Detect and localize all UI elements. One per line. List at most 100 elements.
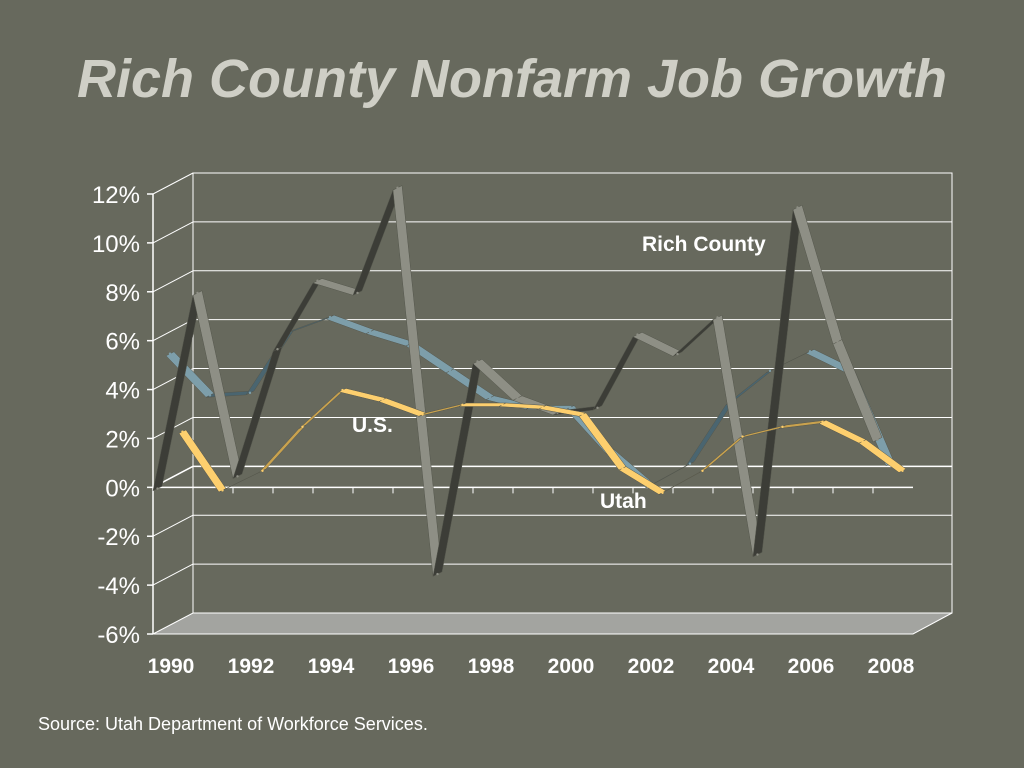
series-u-s- bbox=[178, 388, 907, 495]
series-segment bbox=[258, 424, 307, 473]
x-axis-labels: 1990 1992 1994 1996 1998 2000 2002 2004 2006 2008 bbox=[148, 655, 915, 678]
data-point bbox=[236, 475, 239, 478]
data-point bbox=[261, 469, 264, 472]
chart-title: Rich County Nonfarm Job Growth bbox=[77, 49, 947, 109]
data-point bbox=[741, 435, 744, 438]
floor bbox=[152, 612, 953, 635]
data-point bbox=[568, 406, 572, 409]
series-segment bbox=[658, 468, 707, 495]
gridline-side bbox=[152, 221, 194, 244]
series-segment bbox=[298, 388, 347, 429]
data-point bbox=[541, 406, 544, 409]
y-tick-label: 8% bbox=[105, 280, 140, 307]
data-point bbox=[688, 462, 692, 465]
data-point bbox=[621, 467, 624, 470]
y-tick-label: -2% bbox=[97, 524, 140, 551]
series-segment bbox=[432, 358, 483, 577]
data-point bbox=[448, 369, 452, 373]
x-tick-label: 2002 bbox=[628, 655, 675, 678]
series-segment bbox=[632, 331, 683, 357]
y-tick-label: 4% bbox=[105, 378, 140, 405]
series-segment bbox=[738, 424, 787, 439]
data-point bbox=[716, 316, 719, 319]
data-point bbox=[221, 489, 224, 492]
x-tick-label: 1998 bbox=[468, 655, 515, 678]
data-point bbox=[421, 413, 424, 416]
data-point bbox=[381, 398, 384, 402]
x-tick-label: 2008 bbox=[868, 655, 915, 678]
data-point bbox=[861, 440, 864, 443]
back-wall bbox=[192, 172, 953, 614]
x-tick-label: 2006 bbox=[788, 655, 835, 678]
y-tick-label: -6% bbox=[97, 622, 140, 649]
data-point bbox=[581, 413, 584, 416]
source-note: Source: Utah Department of Workforce Ser… bbox=[38, 714, 428, 734]
series-segment bbox=[858, 439, 907, 473]
series-segment bbox=[325, 314, 375, 335]
data-point bbox=[516, 396, 519, 400]
gridline-side bbox=[152, 563, 194, 586]
grid-lines bbox=[147, 172, 953, 635]
series-rich-county bbox=[152, 185, 883, 577]
data-point bbox=[436, 572, 439, 576]
data-point bbox=[181, 430, 184, 433]
data-point bbox=[501, 403, 504, 406]
series-segment bbox=[752, 204, 803, 558]
gridline-side bbox=[152, 514, 194, 537]
data-point bbox=[821, 420, 824, 424]
series-segment bbox=[592, 331, 643, 411]
y-tick-label: -4% bbox=[97, 573, 140, 600]
data-point bbox=[396, 186, 399, 190]
x-tick-label: 1994 bbox=[308, 655, 355, 678]
x-tick-label: 1992 bbox=[228, 655, 275, 678]
series-segment bbox=[178, 429, 227, 493]
y-tick-label: 6% bbox=[105, 329, 140, 356]
series-segment bbox=[338, 388, 387, 402]
series-segment bbox=[792, 204, 843, 345]
series-segment bbox=[818, 419, 867, 444]
y-tick-label: 2% bbox=[105, 426, 140, 453]
data-point bbox=[661, 491, 664, 494]
data-point bbox=[876, 438, 879, 441]
data-point bbox=[316, 279, 319, 282]
x-tick-label: 2004 bbox=[708, 655, 755, 678]
gridline-side bbox=[152, 270, 194, 293]
series-label: Rich County bbox=[642, 233, 766, 256]
series-label: U.S. bbox=[352, 414, 393, 437]
y-tick-label: 0% bbox=[105, 475, 140, 502]
y-tick-label: 10% bbox=[92, 231, 140, 258]
y-tick-label: 12% bbox=[92, 182, 140, 209]
series-segment bbox=[832, 339, 883, 443]
data-point bbox=[368, 330, 372, 333]
series-segment bbox=[272, 277, 323, 353]
data-point bbox=[341, 388, 344, 392]
data-point bbox=[808, 350, 812, 353]
series-segment bbox=[778, 419, 827, 429]
data-point bbox=[596, 406, 599, 410]
series-segment bbox=[578, 412, 627, 471]
data-point bbox=[701, 469, 704, 472]
series-segment bbox=[685, 400, 735, 467]
x-tick-label: 1990 bbox=[148, 655, 195, 678]
data-point bbox=[168, 352, 172, 355]
data-point bbox=[781, 425, 784, 428]
data-point bbox=[488, 396, 492, 399]
gridline-side bbox=[152, 172, 194, 195]
x-tick-label: 1996 bbox=[388, 655, 435, 678]
data-point bbox=[768, 369, 772, 373]
data-point bbox=[756, 553, 759, 556]
data-point bbox=[208, 394, 212, 397]
series-segment bbox=[365, 329, 415, 347]
data-point bbox=[328, 315, 332, 319]
gridline-side bbox=[152, 319, 194, 342]
data-point bbox=[461, 403, 464, 406]
data-point bbox=[836, 340, 839, 344]
series-segment bbox=[458, 402, 507, 407]
series-label: Utah bbox=[600, 490, 647, 513]
series-layer bbox=[152, 185, 907, 577]
data-point bbox=[796, 206, 799, 209]
series-segment bbox=[152, 290, 203, 492]
data-point bbox=[476, 360, 479, 363]
data-point bbox=[196, 291, 199, 295]
